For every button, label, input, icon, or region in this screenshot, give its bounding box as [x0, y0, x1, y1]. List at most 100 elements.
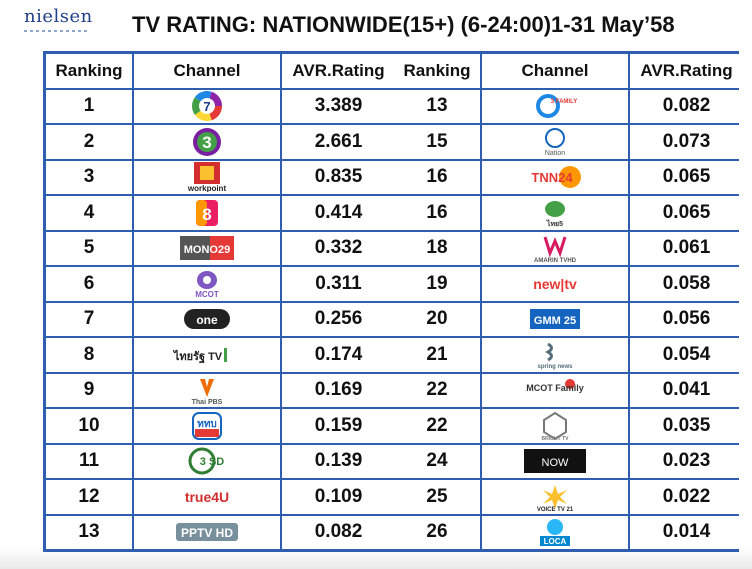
- channel-cell: new|tv: [482, 267, 628, 301]
- pptv-hd-icon: PPTV HD: [176, 523, 238, 542]
- gmm25-icon: GMM 25: [530, 309, 580, 330]
- svg-text:3 SD: 3 SD: [200, 456, 225, 468]
- nation-icon: Nation: [545, 127, 565, 157]
- rating-cell: 0.414: [282, 196, 395, 230]
- ratings-table: Ranking Channel AVR.Rating 1 7 3.389 2 3 2.66…: [43, 51, 743, 552]
- rating-cell: 0.014: [630, 515, 743, 549]
- channel-cell: ททบ: [134, 409, 280, 443]
- rank-cell: 15: [394, 125, 480, 159]
- rank-cell: 19: [394, 267, 480, 301]
- channel-cell: true4U: [134, 480, 280, 514]
- rating-cell: 0.022: [630, 480, 743, 514]
- rank-cell: 21: [394, 338, 480, 372]
- rating-cell: 0.054: [630, 338, 743, 372]
- thairath-tv-icon: ไทยรัฐ TV: [172, 347, 227, 364]
- now-icon: NOW: [524, 449, 586, 474]
- channel-cell: Nation: [482, 125, 628, 159]
- svg-text:new|tv: new|tv: [533, 276, 577, 292]
- header-ranking: Ranking: [46, 54, 132, 88]
- svg-text:NOW: NOW: [542, 457, 570, 469]
- channel-cell: MONO29: [134, 231, 280, 265]
- loca-icon: LOCA: [540, 519, 570, 547]
- rating-cell: 0.082: [630, 89, 743, 123]
- channel-cell: NOW: [482, 444, 628, 478]
- channel-cell: Thai PBS: [134, 373, 280, 407]
- ch5-icon: ททบ: [192, 411, 222, 440]
- ch7-icon: 7: [192, 91, 222, 122]
- rating-cell: 0.109: [282, 480, 395, 514]
- svg-text:7: 7: [203, 99, 210, 114]
- rank-cell: 5: [46, 231, 132, 265]
- rank-cell: 16: [394, 196, 480, 230]
- channel-cell: GMM 25: [482, 302, 628, 336]
- channel-cell: 8: [134, 196, 280, 230]
- rank-cell: 1: [46, 89, 132, 123]
- rating-cell: 0.311: [282, 267, 395, 301]
- page-title: TV RATING: NATIONWIDE(15+) (6-24:00)1-31…: [132, 12, 675, 37]
- rating-cell: 0.061: [630, 231, 743, 265]
- channel-cell: TNN24: [482, 160, 628, 194]
- svg-text:PPTV HD: PPTV HD: [181, 526, 233, 540]
- ch7-hd-icon: ไทย5: [545, 200, 565, 228]
- tnn24-icon: TNN24: [531, 166, 581, 189]
- svg-text:3 FAMILY: 3 FAMILY: [551, 99, 577, 105]
- rating-cell: 0.023: [630, 444, 743, 478]
- rank-cell: 22: [394, 373, 480, 407]
- rank-cell: 13: [46, 515, 132, 549]
- workpoint-icon: workpoint: [187, 162, 226, 192]
- ratings-table-left: Ranking Channel AVR.Rating 1 7 3.389 2 3 2.66…: [46, 54, 395, 549]
- amarin-icon: AMARIN TVHD: [534, 236, 577, 263]
- rank-cell: 13: [394, 89, 480, 123]
- ratings-table-right: Ranking Channel AVR.Rating 13 3 FAMILY 0.0…: [394, 54, 743, 549]
- bottom-shade: [0, 548, 752, 569]
- svg-text:TNN24: TNN24: [531, 170, 573, 185]
- ch3-icon: 3: [193, 127, 221, 156]
- rating-cell: 0.058: [630, 267, 743, 301]
- rating-cell: 0.256: [282, 302, 395, 336]
- rating-cell: 0.332: [282, 231, 395, 265]
- rank-cell: 16: [394, 160, 480, 194]
- svg-text:ไทย5: ไทย5: [546, 219, 563, 228]
- channel-cell: one: [134, 302, 280, 336]
- channel-cell: AMARIN TVHD: [482, 231, 628, 265]
- rating-cell: 0.159: [282, 409, 395, 443]
- svg-text:MCOT Family: MCOT Family: [526, 383, 584, 393]
- channel-cell: BRIGHT TV: [482, 409, 628, 443]
- spring-icon: spring news: [537, 342, 573, 370]
- svg-text:GMM 25: GMM 25: [534, 315, 576, 327]
- channel-cell: 3: [134, 125, 280, 159]
- svg-text:LOCA: LOCA: [544, 537, 567, 546]
- rank-cell: 7: [46, 302, 132, 336]
- svg-text:one: one: [196, 313, 218, 327]
- svg-text:BRIGHT TV: BRIGHT TV: [542, 436, 570, 441]
- rating-cell: 2.661: [282, 125, 395, 159]
- one-icon: one: [184, 309, 230, 330]
- nielsen-logo: nielsen: [24, 6, 93, 27]
- rank-cell: 26: [394, 515, 480, 549]
- channel-cell: PPTV HD: [134, 515, 280, 549]
- rating-cell: 0.835: [282, 160, 395, 194]
- channel-cell: MCOT Family: [482, 373, 628, 407]
- ch3sd-icon: 3 SD: [188, 447, 225, 475]
- rank-cell: 25: [394, 480, 480, 514]
- svg-text:MCOT: MCOT: [195, 290, 219, 299]
- header-channel: Channel: [482, 54, 628, 88]
- newtv-icon: new|tv: [533, 276, 577, 292]
- rank-cell: 18: [394, 231, 480, 265]
- rank-cell: 20: [394, 302, 480, 336]
- svg-text:VOICE TV 21: VOICE TV 21: [537, 507, 574, 512]
- rating-cell: 0.073: [630, 125, 743, 159]
- svg-text:ไทยรัฐ TV: ไทยรัฐ TV: [172, 349, 223, 364]
- rank-cell: 10: [46, 409, 132, 443]
- rating-cell: 0.174: [282, 338, 395, 372]
- mono29-icon: MONO29: [180, 236, 234, 261]
- svg-text:3: 3: [202, 133, 211, 152]
- ch8-icon: 8: [196, 199, 218, 226]
- rating-cell: 0.056: [630, 302, 743, 336]
- svg-text:MONO29: MONO29: [184, 244, 230, 256]
- rank-cell: 4: [46, 196, 132, 230]
- svg-text:Nation: Nation: [545, 150, 565, 157]
- svg-text:true4U: true4U: [185, 489, 229, 505]
- voice-tv-icon: VOICE TV 21: [537, 484, 574, 512]
- channel-cell: 7: [134, 89, 280, 123]
